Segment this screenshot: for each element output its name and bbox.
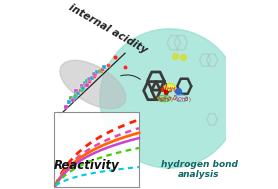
Point: [91, 74, 96, 77]
Point: [86, 80, 91, 83]
Ellipse shape: [176, 95, 188, 102]
Point: [100, 67, 105, 70]
Point: [88, 78, 93, 81]
Text: $\delta_{(OHP)}$: $\delta_{(OHP)}$: [155, 93, 174, 104]
Point: [74, 94, 79, 97]
Bar: [54, 112, 139, 187]
Point: [85, 80, 89, 83]
Point: [83, 83, 87, 86]
Point: [176, 90, 180, 93]
Text: $J_{HH}$: $J_{HH}$: [163, 81, 177, 94]
Ellipse shape: [165, 84, 175, 91]
Point: [95, 71, 100, 74]
Point: [79, 85, 84, 88]
Point: [76, 92, 80, 95]
Point: [91, 73, 96, 76]
Point: [181, 56, 186, 59]
Point: [105, 64, 110, 67]
Point: [83, 81, 87, 84]
Point: [79, 88, 84, 91]
Point: [67, 100, 71, 103]
Point: [112, 55, 117, 58]
Point: [97, 69, 101, 72]
Point: [98, 69, 103, 72]
Ellipse shape: [158, 95, 171, 102]
Point: [58, 113, 63, 116]
Text: $\delta_{(OHB)}$: $\delta_{(OHB)}$: [172, 93, 192, 104]
Point: [69, 97, 73, 100]
Text: internal acidity: internal acidity: [67, 2, 148, 55]
Circle shape: [100, 29, 239, 168]
Point: [64, 106, 68, 109]
Point: [86, 78, 91, 81]
Point: [90, 76, 94, 79]
Point: [123, 66, 127, 69]
Text: hydrogen bond
analysis: hydrogen bond analysis: [161, 160, 238, 179]
Point: [71, 99, 75, 102]
Point: [85, 83, 89, 86]
Point: [78, 88, 82, 91]
Point: [74, 90, 79, 93]
Point: [72, 95, 77, 98]
Text: Reactivity: Reactivity: [54, 159, 120, 172]
Point: [93, 73, 98, 76]
Point: [81, 87, 86, 90]
Point: [102, 66, 106, 69]
Ellipse shape: [60, 60, 126, 109]
Point: [173, 55, 177, 58]
